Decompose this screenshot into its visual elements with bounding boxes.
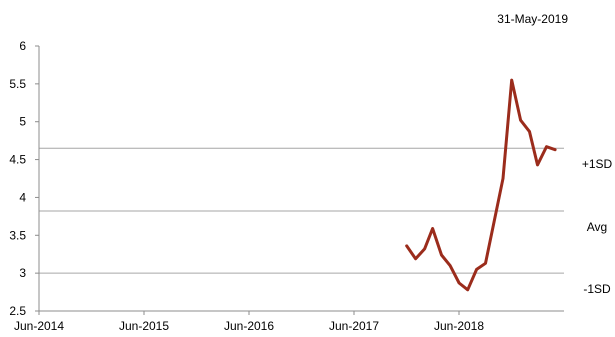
data-point <box>448 264 452 267</box>
data-point <box>536 163 539 167</box>
data-point <box>466 288 469 291</box>
data-point <box>457 281 461 285</box>
data-point <box>553 148 557 151</box>
y-tick-label: 5 <box>19 115 26 129</box>
reference-line-label: -1SD <box>583 282 611 296</box>
data-point <box>510 78 513 82</box>
series-line <box>405 78 557 292</box>
reference-line-label: Avg <box>587 220 607 234</box>
data-point <box>431 227 434 230</box>
series-group <box>405 78 557 292</box>
y-tick-label: 3.5 <box>9 228 26 242</box>
y-axis: 2.5 3 3.5 4 4.5 5 5.5 6 <box>9 39 39 318</box>
x-tick-label: Jun-2016 <box>224 319 274 333</box>
x-tick-label: Jun-2018 <box>434 319 484 333</box>
x-tick-label: Jun-2015 <box>119 319 169 333</box>
reference-lines: +1SD Avg -1SD <box>39 147 613 296</box>
data-point <box>519 119 522 122</box>
data-point <box>423 247 426 251</box>
reference-line-label: +1SD <box>582 157 613 171</box>
chart-date-label: 31-May-2019 <box>497 12 568 26</box>
y-tick-label: 5.5 <box>9 77 26 91</box>
data-point <box>484 262 487 265</box>
data-point <box>440 253 443 257</box>
data-point <box>492 220 496 223</box>
data-point <box>405 244 408 248</box>
data-point <box>475 268 478 271</box>
y-tick-label: 4 <box>19 190 26 204</box>
x-tick-label: Jun-2017 <box>329 319 379 333</box>
y-tick-label: 4.5 <box>9 153 26 167</box>
y-tick-label: 2.5 <box>9 304 26 318</box>
x-axis: Jun-2014 Jun-2015 Jun-2016 Jun-2017 Jun-2018 <box>14 311 484 333</box>
data-point <box>545 145 548 148</box>
data-point <box>501 177 505 180</box>
data-point <box>528 130 531 133</box>
y-tick-label: 3 <box>19 266 26 280</box>
y-tick-label: 6 <box>19 39 26 53</box>
x-tick-label: Jun-2014 <box>14 319 64 333</box>
data-point <box>414 257 417 260</box>
